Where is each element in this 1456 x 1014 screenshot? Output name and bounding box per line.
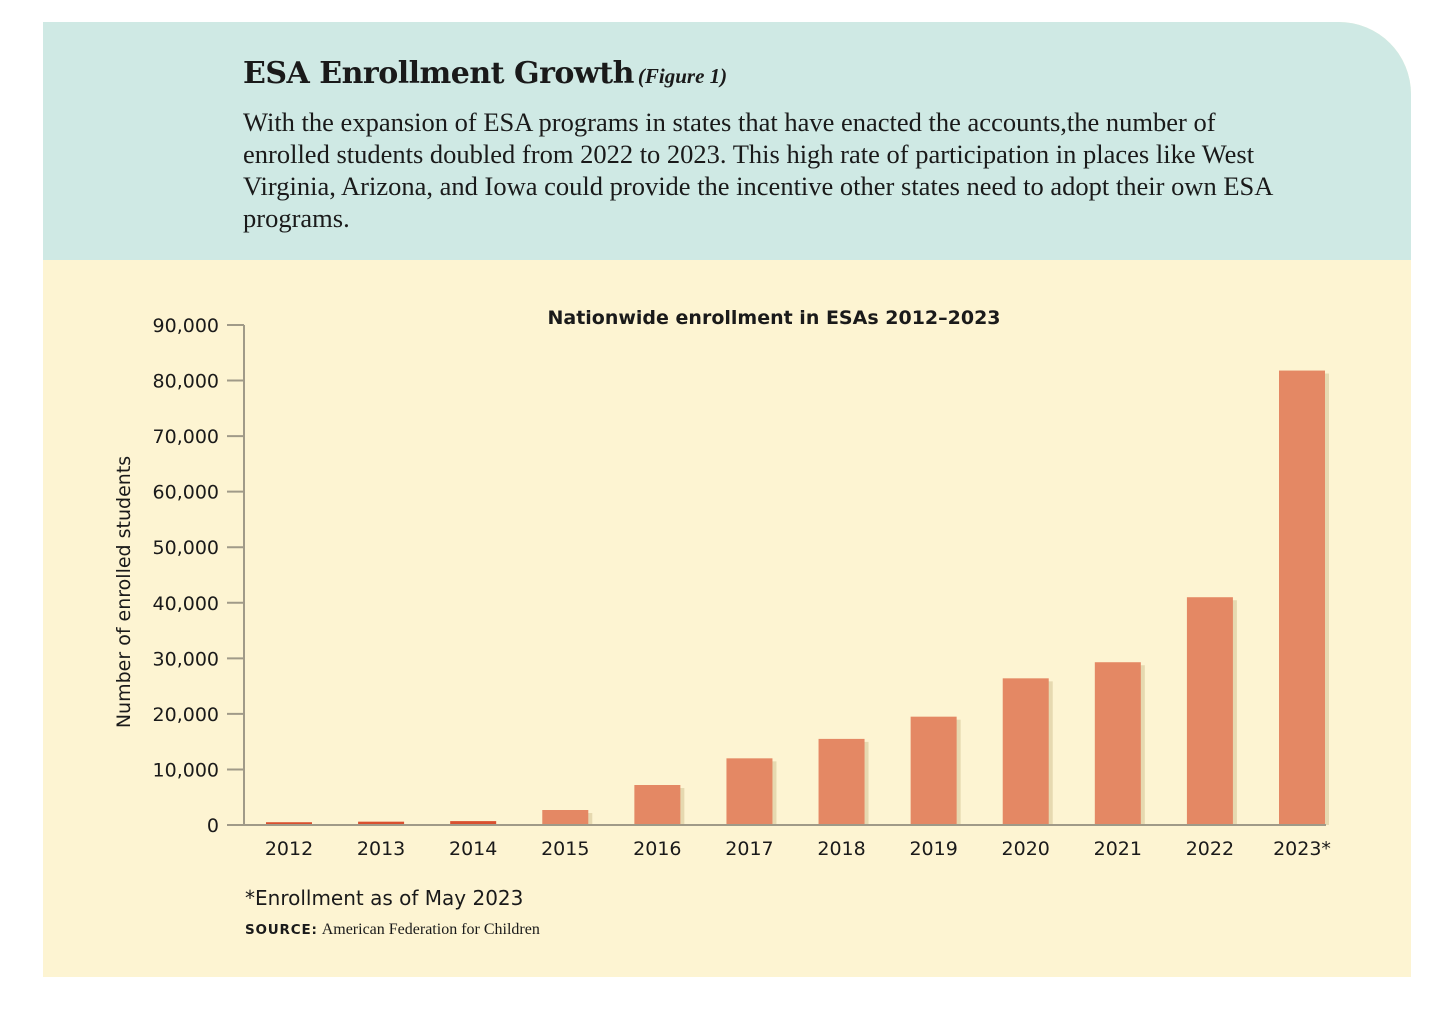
y-tick-label: 10,000 <box>153 759 219 781</box>
x-tick-label: 2023* <box>1273 838 1331 860</box>
source-line: SOURCE: American Federation for Children <box>245 921 540 939</box>
footnote: *Enrollment as of May 2023 <box>245 886 524 910</box>
y-tick-label: 60,000 <box>153 482 219 504</box>
x-tick-label: 2014 <box>449 838 497 860</box>
source-text: American Federation for Children <box>321 921 540 938</box>
figure-number: (Figure 1) <box>637 64 728 88</box>
y-axis: 0 10,000 20,000 30,000 40,000 50,000 60,000 70,… <box>153 315 245 837</box>
figure-panel: ESA Enrollment Growth (Figure 1) With the… <box>43 22 1411 977</box>
y-tick-label: 90,000 <box>153 315 219 337</box>
figure-description: With the expansion of ESA programs in st… <box>243 107 1272 233</box>
chart-title: Nationwide enrollment in ESAs 2012–2023 <box>547 307 1000 329</box>
bar-2017 <box>726 758 773 825</box>
x-tick-label: 2020 <box>1002 838 1050 860</box>
bar-2023 <box>1279 370 1325 825</box>
x-tick-label: 2019 <box>909 838 957 860</box>
y-tick-label: 70,000 <box>153 426 219 448</box>
bar-2018 <box>818 738 865 825</box>
y-tick-label: 30,000 <box>153 648 219 670</box>
bars-group <box>266 370 1329 825</box>
y-tick-label: 40,000 <box>153 593 219 615</box>
x-axis: 2012 2013 2014 2015 2016 2017 2018 2019 2020 2021… <box>227 824 1331 860</box>
bar-2014 <box>450 821 497 825</box>
x-tick-label: 2018 <box>817 838 865 860</box>
figure-title: ESA Enrollment Growth <box>243 56 634 91</box>
bar-2012 <box>266 822 312 825</box>
y-tick-label: 20,000 <box>153 704 219 726</box>
x-tick-label: 2013 <box>357 838 405 860</box>
bar-2015 <box>542 810 589 825</box>
bar-2016 <box>634 785 681 825</box>
bar-2022 <box>1186 597 1233 825</box>
x-tick-label: 2021 <box>1094 838 1142 860</box>
y-axis-label: Number of enrolled students <box>113 456 135 728</box>
bar-2013 <box>358 821 405 825</box>
y-tick-label: 80,000 <box>153 371 219 393</box>
x-tick-label: 2022 <box>1186 838 1234 860</box>
x-tick-label: 2012 <box>265 838 313 860</box>
x-tick-label: 2015 <box>541 838 589 860</box>
x-tick-label: 2017 <box>725 838 773 860</box>
source-label: SOURCE: <box>245 922 318 938</box>
bar-2020 <box>1002 678 1049 825</box>
chart-area: Nationwide enrollment in ESAs 2012–2023 … <box>43 260 1411 977</box>
y-tick-label: 0 <box>207 815 219 837</box>
bar-2021 <box>1094 662 1141 825</box>
figure-header: ESA Enrollment Growth (Figure 1) With the… <box>43 22 1411 260</box>
bar-2019 <box>910 716 957 825</box>
x-tick-label: 2016 <box>633 838 681 860</box>
title-line: ESA Enrollment Growth (Figure 1) <box>243 56 727 91</box>
y-tick-label: 50,000 <box>153 537 219 559</box>
bar-chart: Nationwide enrollment in ESAs 2012–2023 … <box>113 307 1331 860</box>
